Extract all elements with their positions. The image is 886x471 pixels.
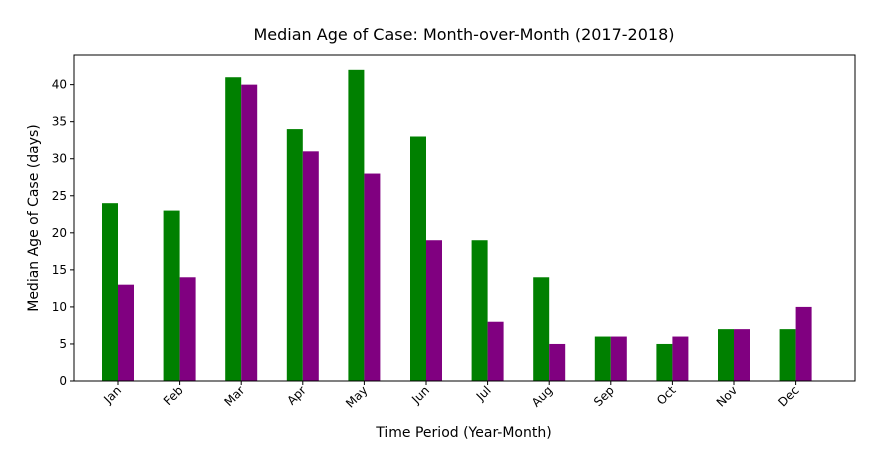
bar-series2-dec xyxy=(795,306,812,381)
bar-series1-aug xyxy=(533,277,550,381)
bar-series2-jan xyxy=(118,284,134,381)
y-tick-label: 10 xyxy=(52,300,67,314)
bar-series2-oct xyxy=(672,336,689,381)
x-tick-label-sep: Sep xyxy=(591,383,617,409)
x-axis-label: Time Period (Year-Month) xyxy=(375,425,551,441)
bar-series2-sep xyxy=(610,336,627,381)
y-tick-label: 25 xyxy=(52,189,67,203)
x-tick-label-may: May xyxy=(343,383,370,410)
x-tick-label-dec: Dec xyxy=(775,383,801,409)
bar-series1-dec xyxy=(779,329,796,381)
bar-series1-may xyxy=(348,69,365,382)
x-tick-label-nov: Nov xyxy=(714,383,740,409)
bar-series1-apr xyxy=(286,129,303,381)
bar-series2-feb xyxy=(179,277,196,381)
bar-series1-jun xyxy=(410,136,426,381)
bar-series1-nov xyxy=(718,329,734,381)
y-tick-label: 15 xyxy=(52,263,67,277)
bar-series1-jul xyxy=(471,240,488,381)
bar-series2-mar xyxy=(241,84,258,382)
chart-title: Median Age of Case: Month-over-Month (20… xyxy=(253,25,674,44)
bar-series2-aug xyxy=(549,343,566,381)
bar-series2-apr xyxy=(302,151,319,381)
x-tick-label-jan: Jan xyxy=(100,383,124,407)
y-axis-ticks: 0 5 10 15 20 25 30 35 40 xyxy=(52,78,74,388)
x-tick-label-aug: Aug xyxy=(529,383,555,409)
x-tick-label-feb: Feb xyxy=(161,383,186,408)
bar-series2-jul xyxy=(487,321,504,381)
y-tick-label: 30 xyxy=(52,152,67,166)
bar-series1-feb xyxy=(163,210,180,381)
bar-series1-jan xyxy=(102,203,118,381)
x-tick-label-apr: Apr xyxy=(284,383,309,408)
y-axis-label: Median Age of Case (days) xyxy=(26,124,42,312)
bar-series1-oct xyxy=(656,343,673,381)
y-tick-label: 40 xyxy=(52,78,67,92)
plot-frame xyxy=(73,54,856,382)
x-tick-label-mar: Mar xyxy=(221,383,247,409)
bar-series2-nov xyxy=(734,329,750,381)
x-tick-label-jun: Jun xyxy=(408,383,432,407)
y-tick-label: 0 xyxy=(59,374,67,388)
x-axis-ticks: Jan Feb Mar Apr May Jun Jul Aug Sep Oct Nov Dec xyxy=(100,381,802,411)
bars-group xyxy=(102,69,812,382)
x-tick-label-jul: Jul xyxy=(473,383,494,404)
bar-series2-may xyxy=(364,173,381,381)
y-tick-label: 20 xyxy=(52,226,67,240)
y-tick-label: 35 xyxy=(52,115,67,129)
bar-series2-jun xyxy=(426,240,442,381)
bar-series1-sep xyxy=(594,336,611,381)
y-tick-label: 5 xyxy=(59,337,67,351)
bar-series1-mar xyxy=(225,77,242,382)
x-tick-label-oct: Oct xyxy=(654,383,679,408)
